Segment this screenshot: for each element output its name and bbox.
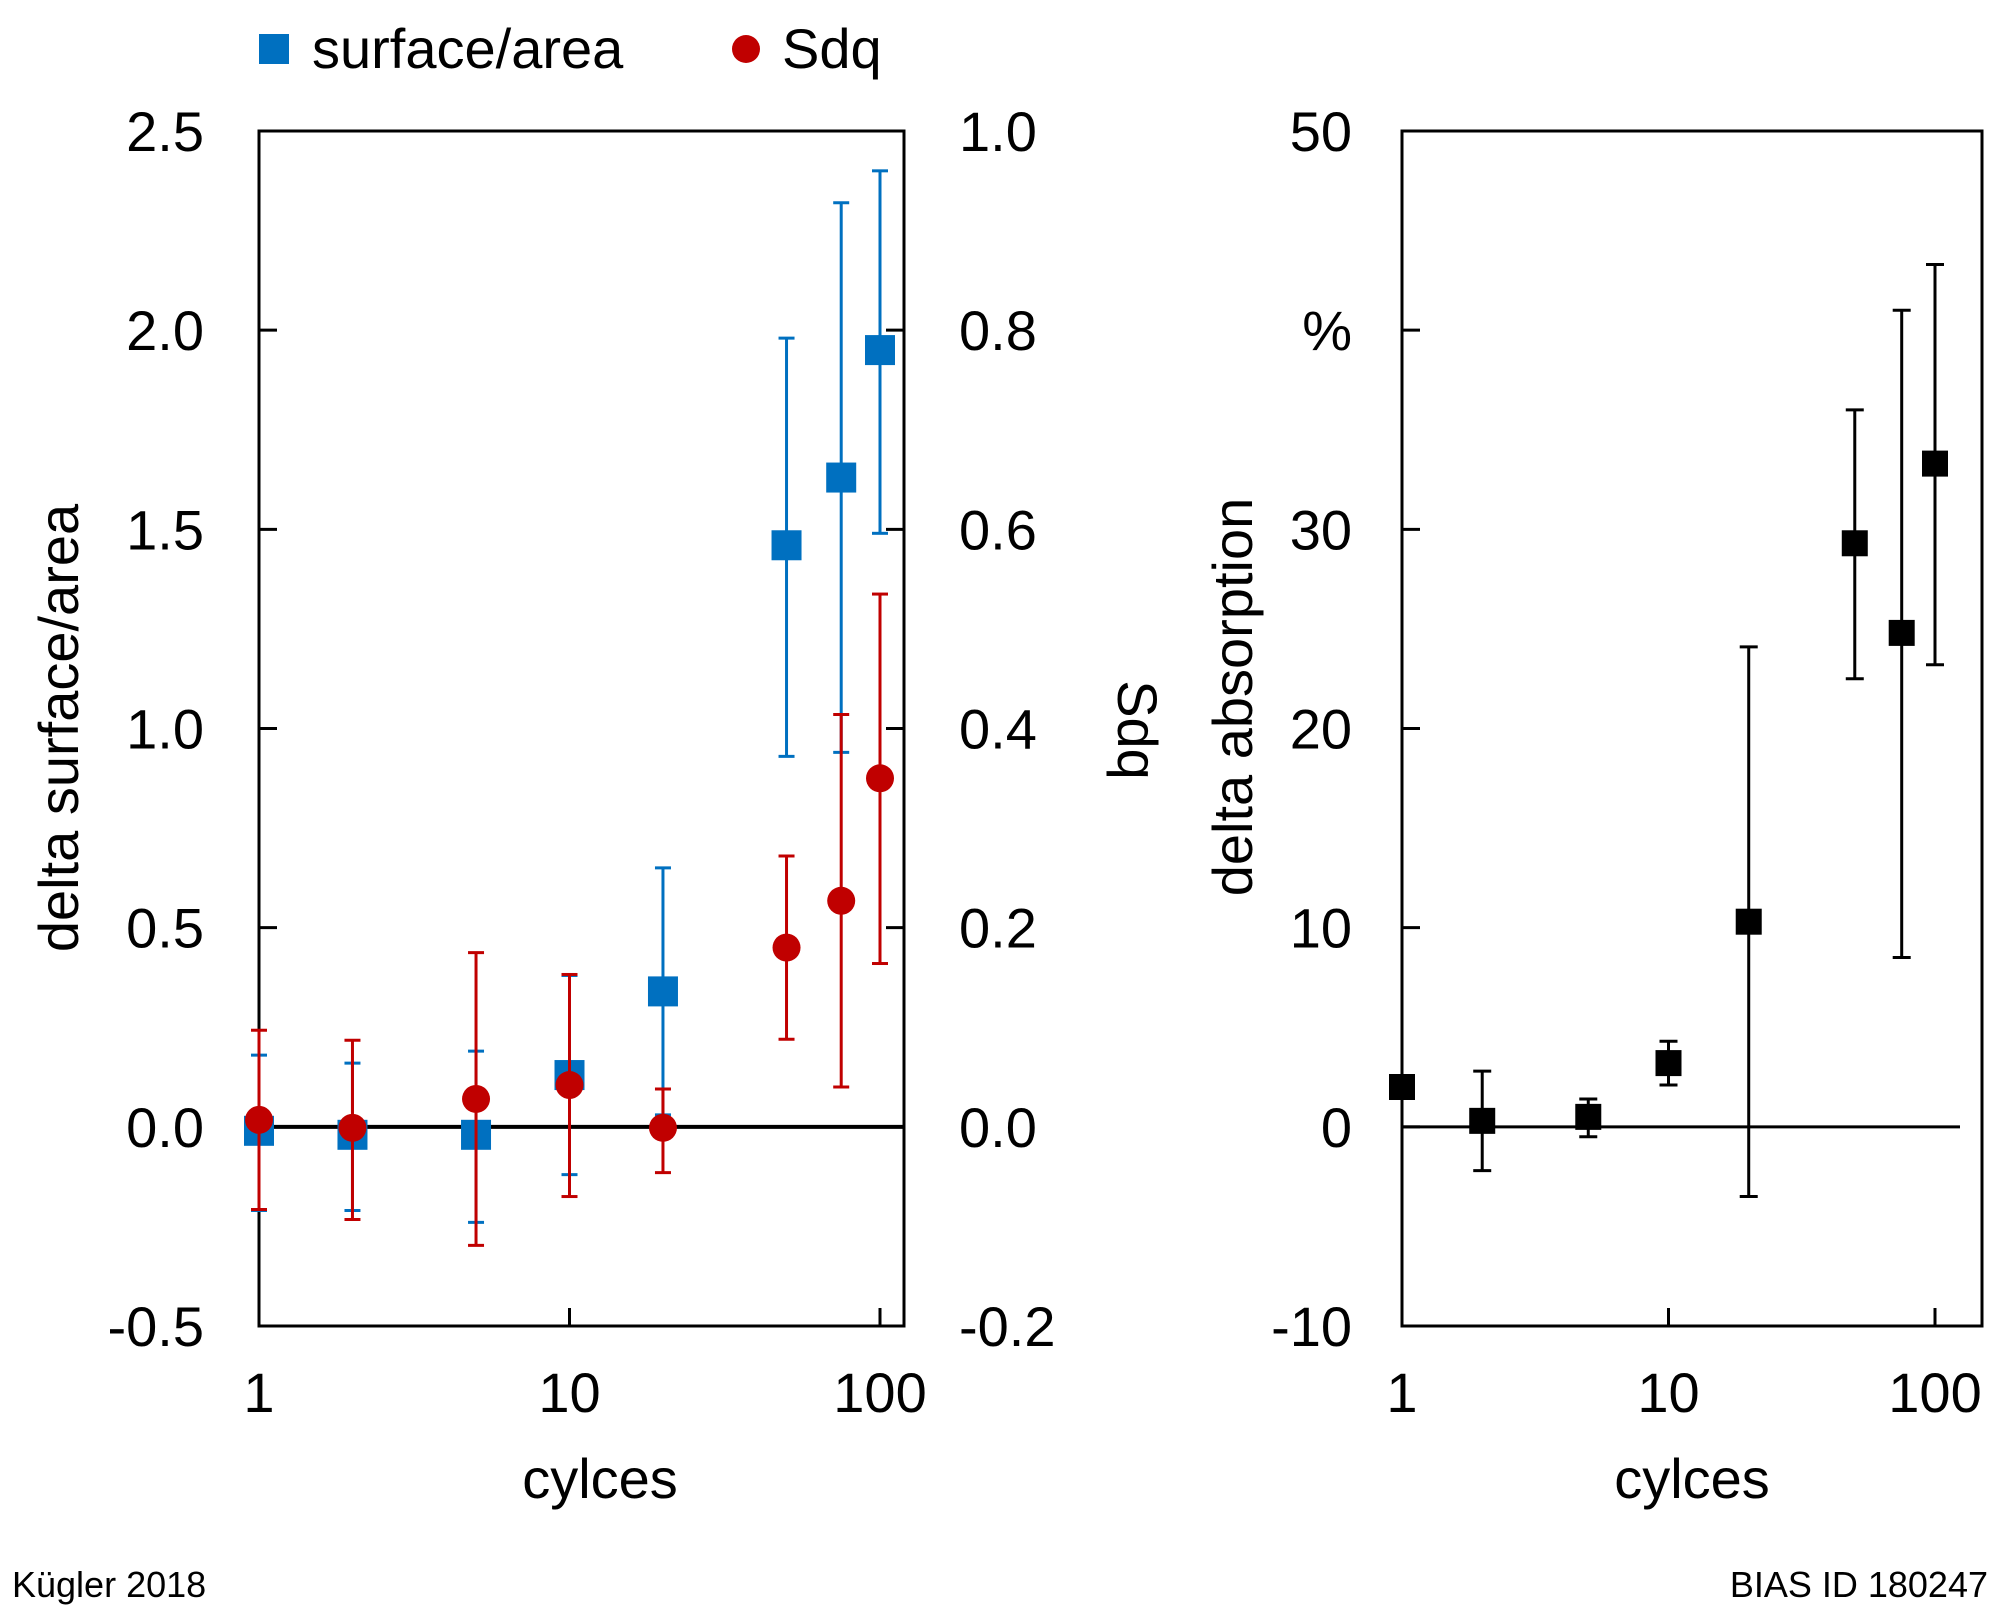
- data-point-square: [826, 462, 857, 493]
- left-y2-axis-label: Sdq: [1106, 680, 1169, 780]
- right-y-tick-label: 50: [1290, 100, 1352, 163]
- data-point-circle: [555, 1071, 584, 1100]
- left-y-ticks: -0.5 0.0 0.5 1.0 1.5 2.0 2.5: [108, 100, 277, 1358]
- data-point-circle: [462, 1084, 491, 1113]
- right-y-tick-label: 30: [1290, 498, 1352, 561]
- right-x-tick-label: 1: [1386, 1361, 1417, 1424]
- left-y2-ticks: -0.2 0.0 0.2 0.4 0.6 0.8 1.0: [886, 100, 1056, 1358]
- left-y2-tick-label: 1.0: [959, 100, 1037, 163]
- data-point-square: [1655, 1050, 1682, 1077]
- left-x-ticks: 1 10 100: [243, 1308, 927, 1424]
- data-point-square: [1735, 908, 1762, 935]
- data-point-square: [771, 530, 802, 561]
- footer-credit: Kügler 2018: [12, 1564, 206, 1605]
- footer-bias-id: BIAS ID 180247: [1730, 1564, 1988, 1605]
- left-y-tick-label: 0.5: [126, 897, 204, 960]
- left-x-tick-label: 10: [538, 1361, 600, 1424]
- legend-label-surface-area: surface/area: [312, 17, 624, 80]
- left-y-tick-label: 0.0: [126, 1096, 204, 1159]
- right-y-tick-label: 0: [1321, 1096, 1352, 1159]
- data-point-square: [1469, 1107, 1496, 1134]
- right-x-tick-label: 10: [1637, 1361, 1699, 1424]
- left-y2-tick-label: 0.8: [959, 299, 1037, 362]
- data-point-square: [1575, 1103, 1602, 1130]
- series-delta-absorption: [1389, 262, 1948, 1199]
- left-y2-tick-label: 0.6: [959, 498, 1037, 561]
- left-y-tick-label: 1.5: [126, 498, 204, 561]
- right-y-tick-label: %: [1302, 299, 1352, 362]
- left-x-axis-label: cylces: [522, 1447, 678, 1510]
- right-y-tick-label: -10: [1271, 1295, 1352, 1358]
- data-point-square: [1888, 619, 1915, 646]
- legend-marker-surface-area: [259, 34, 289, 64]
- data-point-circle: [866, 764, 894, 793]
- left-y-tick-label: 2.0: [126, 299, 204, 362]
- right-x-tick-label: 100: [1888, 1361, 1981, 1424]
- left-y-tick-label: 1.0: [126, 698, 204, 761]
- left-chart: -0.5 0.0 0.5 1.0 1.5 2.0 2.5 -0.2 0.0 0.2 0.4 0.6 0…: [27, 100, 1169, 1510]
- right-y-tick-label: 20: [1290, 698, 1352, 761]
- data-point-circle: [245, 1105, 273, 1134]
- left-x-tick-label: 1: [243, 1361, 274, 1424]
- left-y-tick-label: -0.5: [108, 1295, 205, 1358]
- right-x-axis-label: cylces: [1614, 1447, 1770, 1510]
- left-y2-tick-label: 0.4: [959, 698, 1037, 761]
- right-y-axis-label: delta absorption: [1201, 498, 1264, 897]
- right-y-ticks: -10 0 10 20 30% 50: [1271, 100, 1420, 1358]
- data-point-circle: [827, 886, 856, 915]
- right-chart: -10 0 10 20 30% 50 1 10 100 cylces delta absorp…: [1201, 100, 1984, 1510]
- right-y-tick-label: 10: [1290, 897, 1352, 960]
- data-point-square: [647, 976, 678, 1007]
- data-point-circle: [648, 1113, 677, 1142]
- series-sdq: [245, 592, 894, 1247]
- right-x-ticks: 1 10 100: [1386, 1308, 1982, 1424]
- left-y-axis-label: delta surface/area: [27, 503, 90, 952]
- data-point-square: [865, 335, 895, 366]
- right-series: [1389, 262, 1948, 1199]
- left-y2-tick-label: -0.2: [959, 1295, 1056, 1358]
- data-point-square: [1841, 530, 1868, 557]
- left-x-tick-label: 100: [833, 1361, 926, 1424]
- left-series: [244, 169, 895, 1247]
- legend: surface/area Sdq: [259, 17, 882, 80]
- left-y-tick-label: 2.5: [126, 100, 204, 163]
- data-point-square: [1389, 1074, 1415, 1100]
- legend-label-sdq: Sdq: [782, 17, 882, 80]
- data-point-square: [1922, 450, 1948, 477]
- left-y2-tick-label: 0.0: [959, 1096, 1037, 1159]
- data-point-circle: [772, 933, 801, 962]
- left-y2-tick-label: 0.2: [959, 897, 1037, 960]
- legend-marker-sdq: [732, 35, 760, 63]
- data-point-circle: [338, 1113, 367, 1142]
